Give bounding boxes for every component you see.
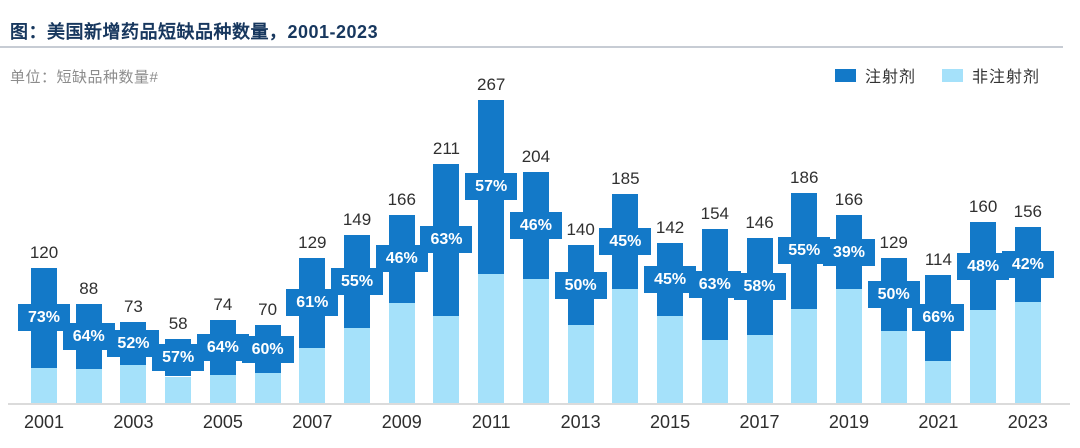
bar-pct-label: 46% [375,245,428,273]
bar-total-label: 142 [655,217,685,237]
bar-total-label: 166 [834,190,864,210]
legend-item-noninjection: 非注射剂 [941,63,1040,87]
bar-segment-noninjection [970,309,997,405]
bar-segment-noninjection [567,325,594,405]
bar-pct-label: 57% [152,344,205,372]
x-axis-tick-label: 2021 [918,412,959,432]
bar-pct-label: 66% [912,304,965,332]
bar-segment-noninjection [31,367,57,405]
bar-total-label: 74 [213,295,233,315]
bar-pct-label: 46% [509,212,562,240]
bar-total-label: 88 [79,279,99,299]
x-axis-tick-label: 2023 [1007,412,1048,432]
bar-pct-label: 50% [554,271,607,299]
bar-segment-noninjection [388,302,415,405]
bar-pct-label: 42% [1001,250,1054,278]
title-divider [0,46,1063,48]
bar-pct-label: 48% [957,252,1010,280]
bar-pct-label: 57% [465,173,518,201]
bar-segment-noninjection [612,288,639,405]
bar-segment-noninjection [254,373,281,405]
legend-label-noninjection: 非注射剂 [971,69,1040,86]
x-axis-tick-label: 2011 [471,412,511,432]
bar-segment-noninjection [657,315,684,405]
x-axis-tick-label: 2017 [739,412,780,432]
bar-segment-noninjection [433,315,460,405]
bar-segment-noninjection [835,289,862,405]
bar-pct-label: 63% [420,226,473,254]
bar-pct-label: 55% [331,268,384,296]
x-axis-tick-label: 2015 [650,412,691,432]
bar-segment-noninjection [791,309,818,405]
bar-pct-label: 58% [733,273,786,301]
bar-pct-label: 39% [822,238,875,266]
x-axis-tick-label: 2009 [381,412,422,432]
bar-segment-noninjection [75,368,102,405]
bar-total-label: 154 [700,204,729,224]
legend-swatch-noninjection [941,68,963,82]
bar-pct-label: 60% [241,335,294,363]
x-axis-line [8,403,1070,405]
bar-total-label: 140 [566,220,595,240]
bar-total-label: 129 [298,232,327,252]
bar-total-label: 160 [968,197,998,217]
bar-total-label: 185 [611,168,640,188]
bar-total-label: 73 [123,296,143,316]
bar-total-label: 186 [790,167,819,187]
bar-segment-noninjection [701,339,728,405]
bar-total-label: 267 [477,75,506,94]
bar-segment-noninjection [478,273,505,405]
bar-segment-noninjection [522,279,549,405]
bar-pct-label: 50% [867,280,920,308]
bar-segment-noninjection [925,360,952,405]
x-axis-tick-label: 2007 [292,412,333,432]
x-axis-tick-label: 2013 [560,412,601,432]
legend-item-injection: 注射剂 [834,63,916,87]
bar-pct-label: 73% [18,304,70,332]
bar-pct-label: 64% [62,323,115,351]
bar-total-label: 70 [258,300,278,320]
x-axis-tick-label: 2005 [202,412,243,432]
bar-total-label: 166 [387,190,416,210]
bar-segment-noninjection [299,347,326,405]
bar-total-label: 129 [879,232,908,252]
bar-total-label: 146 [745,213,774,233]
bar-total-label: 156 [1013,201,1043,221]
unit-label: 单位：短缺品种数量# [10,69,159,86]
legend-swatch-injection [834,68,856,82]
bar-segment-noninjection [209,374,236,405]
bar-total-label: 58 [168,313,188,333]
figure-title: 图：美国新增药品短缺品种数量，2001-2023 [10,22,379,42]
bar-segment-noninjection [344,328,371,405]
x-axis-tick-label: 2003 [113,412,154,432]
bar-segment-noninjection [880,331,907,405]
bar-pct-label: 55% [778,237,831,265]
bar-segment-noninjection [120,364,147,405]
bar-total-label: 149 [342,209,372,229]
bar-total-label: 120 [29,242,59,262]
bar-total-label: 211 [432,138,461,158]
x-axis-tick-label: 2019 [828,412,869,432]
bar-segment-noninjection [1014,301,1041,405]
bar-pct-label: 61% [286,289,339,317]
bar-segment-noninjection [746,334,773,405]
x-axis-tick-label: 2001 [23,412,65,432]
bar-total-label: 114 [924,249,952,269]
bar-pct-label: 64% [196,334,249,362]
bar-total-label: 204 [521,146,551,166]
bar-segment-noninjection [165,376,192,405]
bar-pct-label: 45% [599,227,652,255]
bar-pct-label: 52% [107,329,160,357]
bar-pct-label: 45% [644,265,697,293]
legend-label-injection: 注射剂 [864,69,916,86]
legend: 注射剂 非注射剂 [834,63,1040,87]
bar-pct-label: 63% [688,270,741,298]
